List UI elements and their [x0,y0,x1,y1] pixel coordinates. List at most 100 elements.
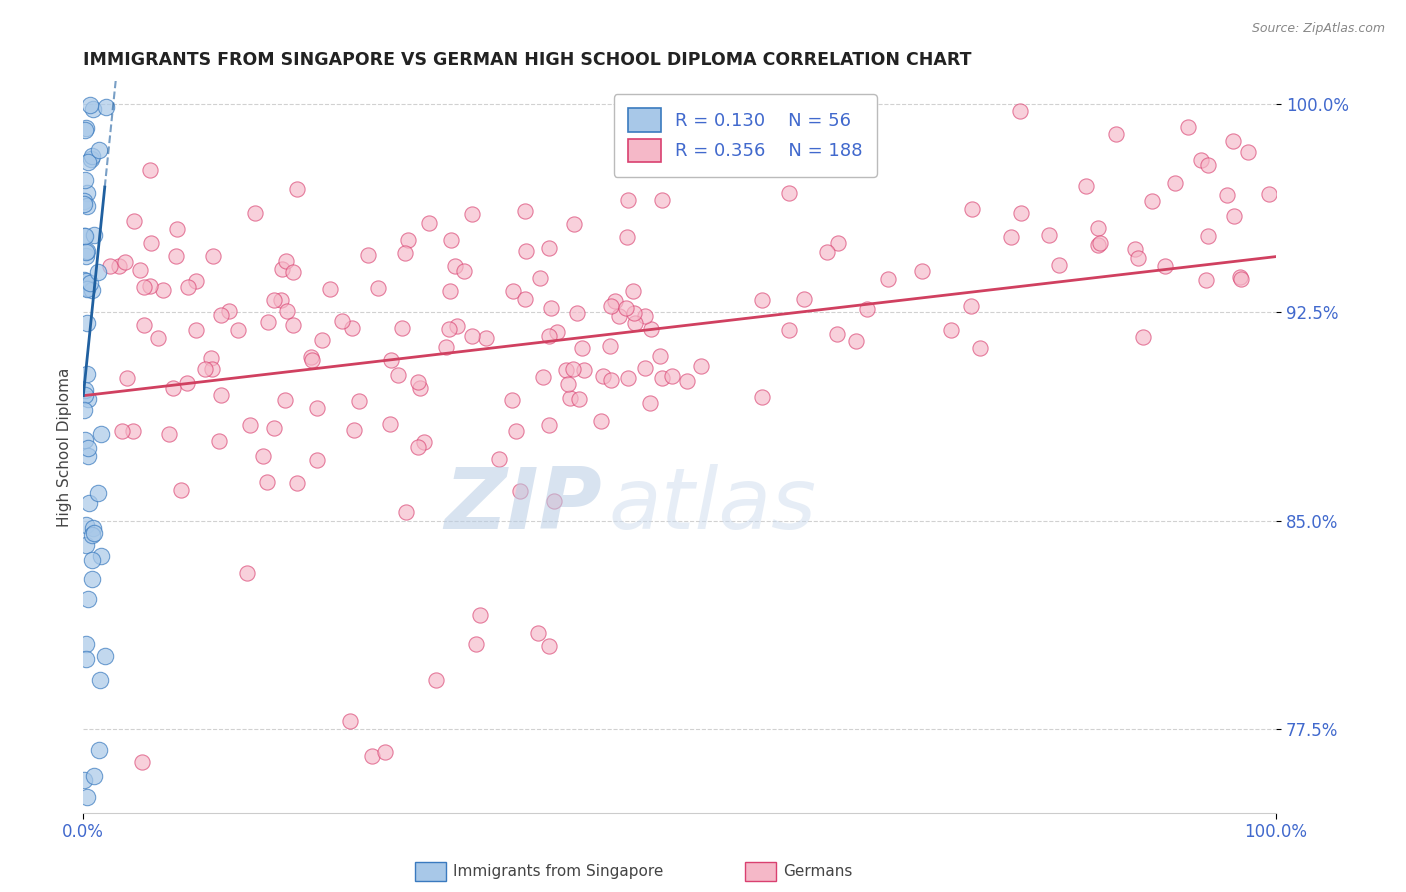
Point [412,434,434,449]
Point [73,196,96,211]
Point [505,424,527,438]
Point [307,453,329,467]
Point [502,284,524,298]
Point [256,475,278,489]
Point [565,306,588,320]
Point [73,403,96,417]
Point [571,341,593,355]
Point [73,388,96,402]
Point [1010,206,1032,220]
Point [513,292,536,306]
Point [1237,145,1260,159]
Point [600,373,623,387]
Point [509,484,531,499]
Point [122,214,145,228]
Point [617,371,640,385]
Point [537,329,560,343]
Point [621,284,644,298]
Point [939,323,962,337]
Point [676,374,699,388]
Point [77,154,100,169]
Point [1177,120,1199,134]
Point [962,202,984,217]
Point [98,259,121,273]
Point [689,359,711,374]
Point [73,434,96,448]
Point [301,353,323,368]
Point [283,265,305,279]
Point [270,261,292,276]
Point [134,318,156,332]
Point [488,452,510,467]
Point [634,310,657,324]
Point [245,205,267,219]
Point [651,370,673,384]
Point [778,135,800,149]
Point [75,383,97,397]
Point [83,228,105,243]
Point [845,334,868,348]
Point [603,294,626,309]
Point [194,362,217,376]
Point [959,299,981,313]
Point [208,434,231,448]
Point [515,244,537,258]
Point [86,486,108,500]
Point [75,245,97,260]
Point [592,368,614,383]
Point [76,317,98,331]
Point [330,314,353,328]
Point [568,392,591,406]
Point [170,483,193,497]
Point [513,204,536,219]
Text: Immigrants from Singapore: Immigrants from Singapore [453,864,664,879]
Point [537,240,560,254]
Point [80,152,103,166]
Point [122,425,145,439]
Point [387,368,409,383]
Point [239,418,262,433]
Point [146,331,169,345]
Point [828,129,851,144]
Point [82,149,104,163]
Point [347,393,370,408]
Point [825,326,848,341]
Point [162,380,184,394]
Point [73,273,96,287]
Point [76,282,98,296]
Legend: R = 0.130    N = 56, R = 0.356    N = 188: R = 0.130 N = 56, R = 0.356 N = 188 [613,94,877,177]
Point [90,427,112,442]
Point [82,572,104,586]
Point [1223,210,1246,224]
Point [439,321,461,335]
Point [1090,235,1112,250]
Point [751,390,773,404]
Point [609,310,631,324]
Point [460,329,482,343]
Point [367,281,389,295]
Point [138,279,160,293]
Point [75,651,97,665]
Point [856,302,879,317]
Point [76,591,98,606]
Point [540,301,562,316]
Point [176,376,198,390]
Point [131,756,153,770]
Point [1215,188,1237,202]
Point [200,351,222,366]
Point [1087,221,1109,235]
Point [75,538,97,552]
Text: Germans: Germans [783,864,852,879]
Point [73,194,96,208]
Point [1038,227,1060,242]
Point [396,233,419,247]
Point [1132,330,1154,344]
Point [425,673,447,687]
Point [640,396,662,410]
Point [634,360,657,375]
Point [79,98,101,112]
Point [89,143,111,157]
Point [75,249,97,263]
Point [1197,158,1219,172]
Point [440,234,463,248]
